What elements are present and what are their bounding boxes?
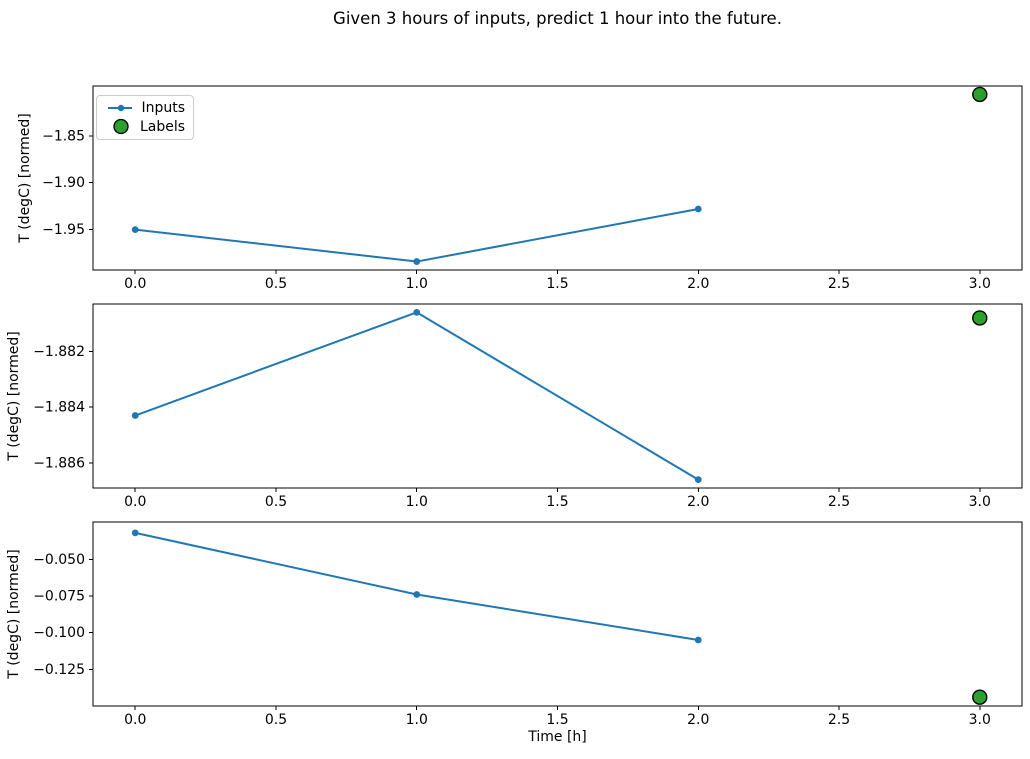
- subplot-2-x-tick-label: 1.5: [546, 494, 568, 510]
- subplot-3-inputs-marker: [131, 529, 139, 537]
- legend-inputs-label: Inputs: [141, 100, 185, 117]
- subplot-2-inputs-marker: [694, 476, 702, 484]
- subplot-2-ylabel: T (degC) [normed]: [6, 331, 22, 461]
- subplot-3-x-tick-label: 1.5: [546, 712, 568, 728]
- subplot-2-y-tick-label: −1.886: [33, 455, 85, 471]
- subplot-3-inputs-marker: [694, 636, 702, 644]
- subplot-1-y-tick-label: −1.90: [42, 175, 85, 191]
- subplot-1-axes-frame: [92, 85, 1023, 271]
- subplot-3-ylabel: T (degC) [normed]: [6, 549, 22, 679]
- legend-labels-label: Labels: [139, 118, 185, 135]
- subplot-2-x-tick-label: 0.5: [265, 494, 287, 510]
- subplot-1-x-tick-label: 0.5: [265, 276, 287, 292]
- subplot-2-inputs-marker: [413, 308, 421, 316]
- subplot-3-labels-marker: [972, 689, 988, 705]
- subplot-3-x-tick-label: 2.0: [687, 712, 709, 728]
- subplot-2-x-tick-label: 2.0: [687, 494, 709, 510]
- subplot-3-y-tick-label: −0.050: [33, 552, 85, 568]
- subplot-1-inputs-marker: [694, 205, 702, 213]
- subplot-1-inputs-marker: [131, 226, 139, 234]
- subplot-1-x-tick-label: 1.0: [406, 276, 428, 292]
- subplot-2-inputs-marker: [131, 412, 139, 419]
- subplot-2-labels-marker: [972, 310, 988, 326]
- subplot-1-labels-marker: [972, 86, 988, 103]
- subplot-1-inputs-marker: [413, 258, 421, 265]
- subplot-1-x-tick-label: 1.5: [546, 276, 568, 292]
- subplot-1-y-tick-label: −1.85: [42, 128, 85, 144]
- subplot-3-y-tick-label: −0.125: [33, 662, 85, 678]
- subplot-3-axes-frame: [92, 521, 1023, 707]
- subplot-2-y-tick-label: −1.882: [33, 344, 85, 360]
- subplot-2-x-tick-label: 1.0: [406, 494, 428, 510]
- subplot-3-inputs-marker: [413, 591, 421, 598]
- legend-entry-labels: Labels: [106, 118, 185, 137]
- figure-title: Given 3 hours of inputs, predict 1 hour …: [333, 9, 782, 28]
- subplot-2-x-tick-label: 3.0: [969, 494, 991, 510]
- subplot-1-x-tick-label: 3.0: [969, 276, 991, 292]
- subplot-1-y-tick-label: −1.95: [42, 222, 85, 238]
- subplot-2-x-tick-label: 0.0: [124, 494, 146, 510]
- subplot-3-x-tick-label: 1.0: [406, 712, 428, 728]
- subplot-2-inputs-line: [134, 311, 699, 481]
- legend: Inputs Labels: [96, 95, 194, 140]
- legend-entry-inputs: Inputs: [106, 99, 185, 118]
- subplot-3-y-tick-label: −0.075: [33, 588, 85, 604]
- subplot-1-x-tick-label: 2.0: [687, 276, 709, 292]
- subplot-1-inputs-line: [135, 207, 699, 263]
- subplot-3-inputs-line: [135, 531, 699, 641]
- subplot-3-y-tick-label: −0.100: [33, 625, 85, 641]
- inputs-line-icon: [108, 105, 133, 112]
- subplot-1-x-tick-label: 2.5: [828, 276, 850, 292]
- subplot-3-x-tick-label: 0.0: [124, 712, 146, 728]
- subplot-3-x-tick-label: 0.5: [265, 712, 287, 728]
- labels-circle-icon: [113, 119, 129, 135]
- x-axis-label: Time [h]: [528, 729, 587, 745]
- subplot-3-x-tick-label: 3.0: [969, 712, 991, 728]
- subplot-1-x-tick-label: 0.0: [124, 276, 146, 292]
- subplot-1-ylabel: T (degC) [normed]: [17, 113, 33, 243]
- subplot-2-y-tick-label: −1.884: [33, 400, 85, 416]
- subplot-3-x-tick-label: 2.5: [828, 712, 850, 728]
- subplot-2-x-tick-label: 2.5: [828, 494, 850, 510]
